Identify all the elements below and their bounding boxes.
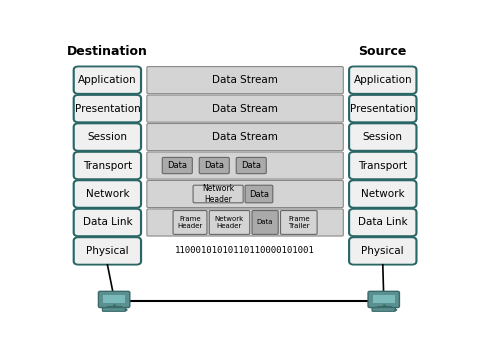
Text: Physical: Physical [86, 246, 129, 256]
Bar [107, 306, 121, 308]
FancyBboxPatch shape [245, 185, 273, 203]
FancyBboxPatch shape [193, 185, 243, 203]
Ellipse shape [125, 309, 127, 311]
Text: Session: Session [87, 132, 127, 142]
Bar [103, 295, 125, 303]
FancyBboxPatch shape [350, 67, 415, 93]
FancyBboxPatch shape [75, 210, 140, 235]
FancyBboxPatch shape [74, 152, 141, 179]
FancyBboxPatch shape [173, 211, 207, 234]
FancyBboxPatch shape [147, 152, 343, 179]
FancyBboxPatch shape [163, 157, 192, 174]
FancyBboxPatch shape [236, 157, 266, 174]
Text: Data Link: Data Link [358, 218, 408, 228]
Text: Source: Source [359, 45, 407, 58]
FancyBboxPatch shape [349, 152, 416, 179]
FancyBboxPatch shape [147, 209, 343, 236]
Text: Data Link: Data Link [83, 218, 132, 228]
FancyBboxPatch shape [74, 237, 141, 265]
FancyBboxPatch shape [74, 123, 141, 151]
FancyBboxPatch shape [252, 211, 278, 234]
FancyBboxPatch shape [74, 95, 141, 122]
FancyBboxPatch shape [75, 153, 140, 178]
Text: Physical: Physical [361, 246, 404, 256]
FancyBboxPatch shape [147, 181, 343, 208]
Text: Data Stream: Data Stream [212, 132, 278, 142]
Text: Network: Network [361, 189, 405, 199]
FancyBboxPatch shape [98, 291, 130, 308]
Text: Application: Application [353, 75, 412, 85]
FancyBboxPatch shape [372, 308, 396, 311]
FancyBboxPatch shape [147, 66, 343, 94]
Bar [377, 306, 391, 308]
Text: Data Stream: Data Stream [212, 104, 278, 113]
FancyBboxPatch shape [350, 124, 415, 150]
FancyBboxPatch shape [74, 181, 141, 208]
Text: Transport: Transport [358, 160, 408, 171]
FancyBboxPatch shape [368, 291, 400, 308]
FancyBboxPatch shape [350, 181, 415, 207]
Text: Data: Data [167, 161, 187, 170]
FancyBboxPatch shape [349, 95, 416, 122]
FancyBboxPatch shape [350, 96, 415, 121]
FancyBboxPatch shape [280, 211, 317, 234]
Text: Frame
Trailer: Frame Trailer [288, 216, 310, 229]
FancyBboxPatch shape [199, 157, 229, 174]
FancyBboxPatch shape [147, 95, 343, 122]
Text: Data: Data [249, 190, 269, 199]
FancyBboxPatch shape [74, 66, 141, 94]
FancyBboxPatch shape [147, 123, 343, 151]
Text: Network
Header: Network Header [215, 216, 244, 229]
FancyBboxPatch shape [209, 211, 249, 234]
Text: Presentation: Presentation [75, 104, 140, 113]
FancyBboxPatch shape [349, 123, 416, 151]
FancyBboxPatch shape [74, 209, 141, 236]
FancyBboxPatch shape [75, 181, 140, 207]
Text: Data: Data [257, 219, 273, 225]
FancyBboxPatch shape [349, 66, 416, 94]
Text: Frame
Header: Frame Header [177, 216, 203, 229]
FancyBboxPatch shape [75, 238, 140, 264]
Ellipse shape [395, 309, 397, 311]
Text: Data: Data [204, 161, 224, 170]
FancyBboxPatch shape [75, 124, 140, 150]
Text: Network: Network [85, 189, 129, 199]
Text: Destination: Destination [67, 45, 148, 58]
FancyBboxPatch shape [350, 210, 415, 235]
Text: Transport: Transport [83, 160, 132, 171]
FancyBboxPatch shape [350, 238, 415, 264]
FancyBboxPatch shape [350, 153, 415, 178]
FancyBboxPatch shape [102, 308, 126, 311]
Text: Application: Application [78, 75, 137, 85]
FancyBboxPatch shape [349, 237, 416, 265]
Text: Data: Data [241, 161, 261, 170]
Text: Session: Session [363, 132, 403, 142]
Text: Data Stream: Data Stream [212, 75, 278, 85]
Bar [373, 295, 395, 303]
FancyBboxPatch shape [75, 96, 140, 121]
FancyBboxPatch shape [349, 209, 416, 236]
FancyBboxPatch shape [75, 67, 140, 93]
FancyBboxPatch shape [349, 181, 416, 208]
Text: Network
Header: Network Header [202, 184, 234, 204]
Text: 11000101010110110000101001: 11000101010110110000101001 [175, 247, 315, 256]
Text: Presentation: Presentation [350, 104, 415, 113]
